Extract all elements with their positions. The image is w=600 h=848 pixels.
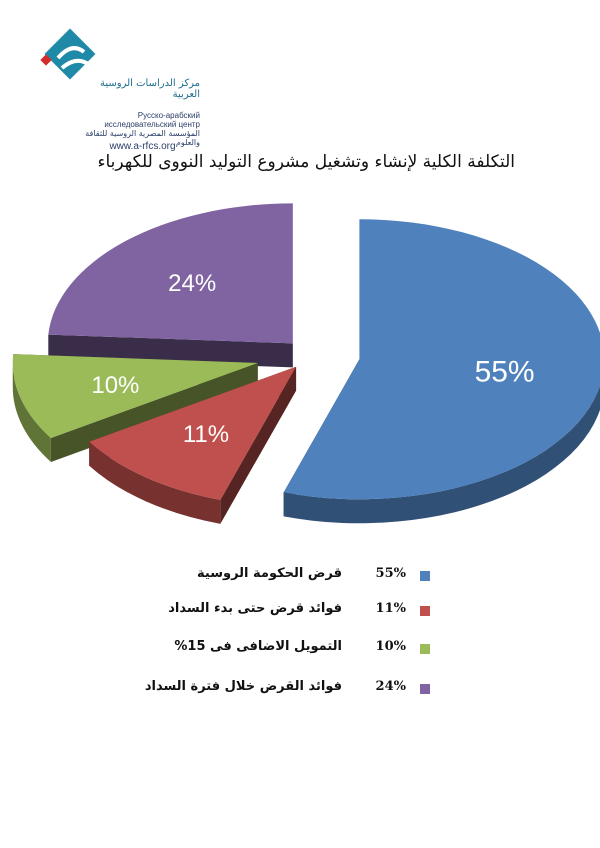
legend-label: فوائد قرض حتى بدء السداد <box>168 601 342 616</box>
legend-item: 11% فوائد قرض حتى بدء السداد <box>130 601 430 623</box>
logo-russian-name: Русско-арабский исследовательский центр <box>104 111 200 129</box>
logo-arabic-org: المؤسسة المصرية الروسية للثقافة والعلوم <box>85 129 200 147</box>
pie-slice-side <box>89 441 221 524</box>
pie-slice <box>12 354 258 438</box>
pie-slice <box>48 203 293 344</box>
legend-swatch <box>420 644 430 654</box>
legend-label: التمويل الاضافى فى 15% <box>174 639 342 654</box>
legend-percent: 10% <box>375 639 406 654</box>
pie-slice-side <box>220 366 297 524</box>
legend-label: فوائد القرض خلال فترة السداد <box>144 679 342 694</box>
legend-percent: 55% <box>375 566 406 581</box>
pie-slice-label: 11% <box>183 421 229 448</box>
pie-slice <box>283 219 600 500</box>
pie-slice-label: 55% <box>475 355 535 388</box>
pie-slice-side <box>283 385 600 524</box>
pie-slice-label: 10% <box>91 372 139 399</box>
pie-slice <box>89 366 297 500</box>
legend-item: 55% قرض الحكومة الروسية <box>130 566 430 588</box>
logo-url: www.a-rfcs.org <box>109 141 176 152</box>
pie-slice-side <box>12 362 51 462</box>
legend-percent: 24% <box>375 679 406 694</box>
legend-swatch <box>420 606 430 616</box>
legend-item: 24% فوائد القرض خلال فترة السداد <box>130 679 430 701</box>
legend-swatch <box>420 571 430 581</box>
pie-slice-label: 24% <box>168 270 216 297</box>
legend-swatch <box>420 684 430 694</box>
legend-item: 10% التمويل الاضافى فى 15% <box>130 639 430 661</box>
logo-emblem-icon <box>40 28 96 80</box>
legend-label: قرض الحكومة الروسية <box>197 566 342 581</box>
logo: مركز الدراسات الروسية العربية Русско-ара… <box>30 28 200 152</box>
logo-arabic-name: مركز الدراسات الروسية العربية <box>100 78 200 100</box>
legend-percent: 11% <box>375 601 406 616</box>
chart-title: التكلفة الكلية لإنشاء وتشغيل مشروع التول… <box>97 152 515 172</box>
